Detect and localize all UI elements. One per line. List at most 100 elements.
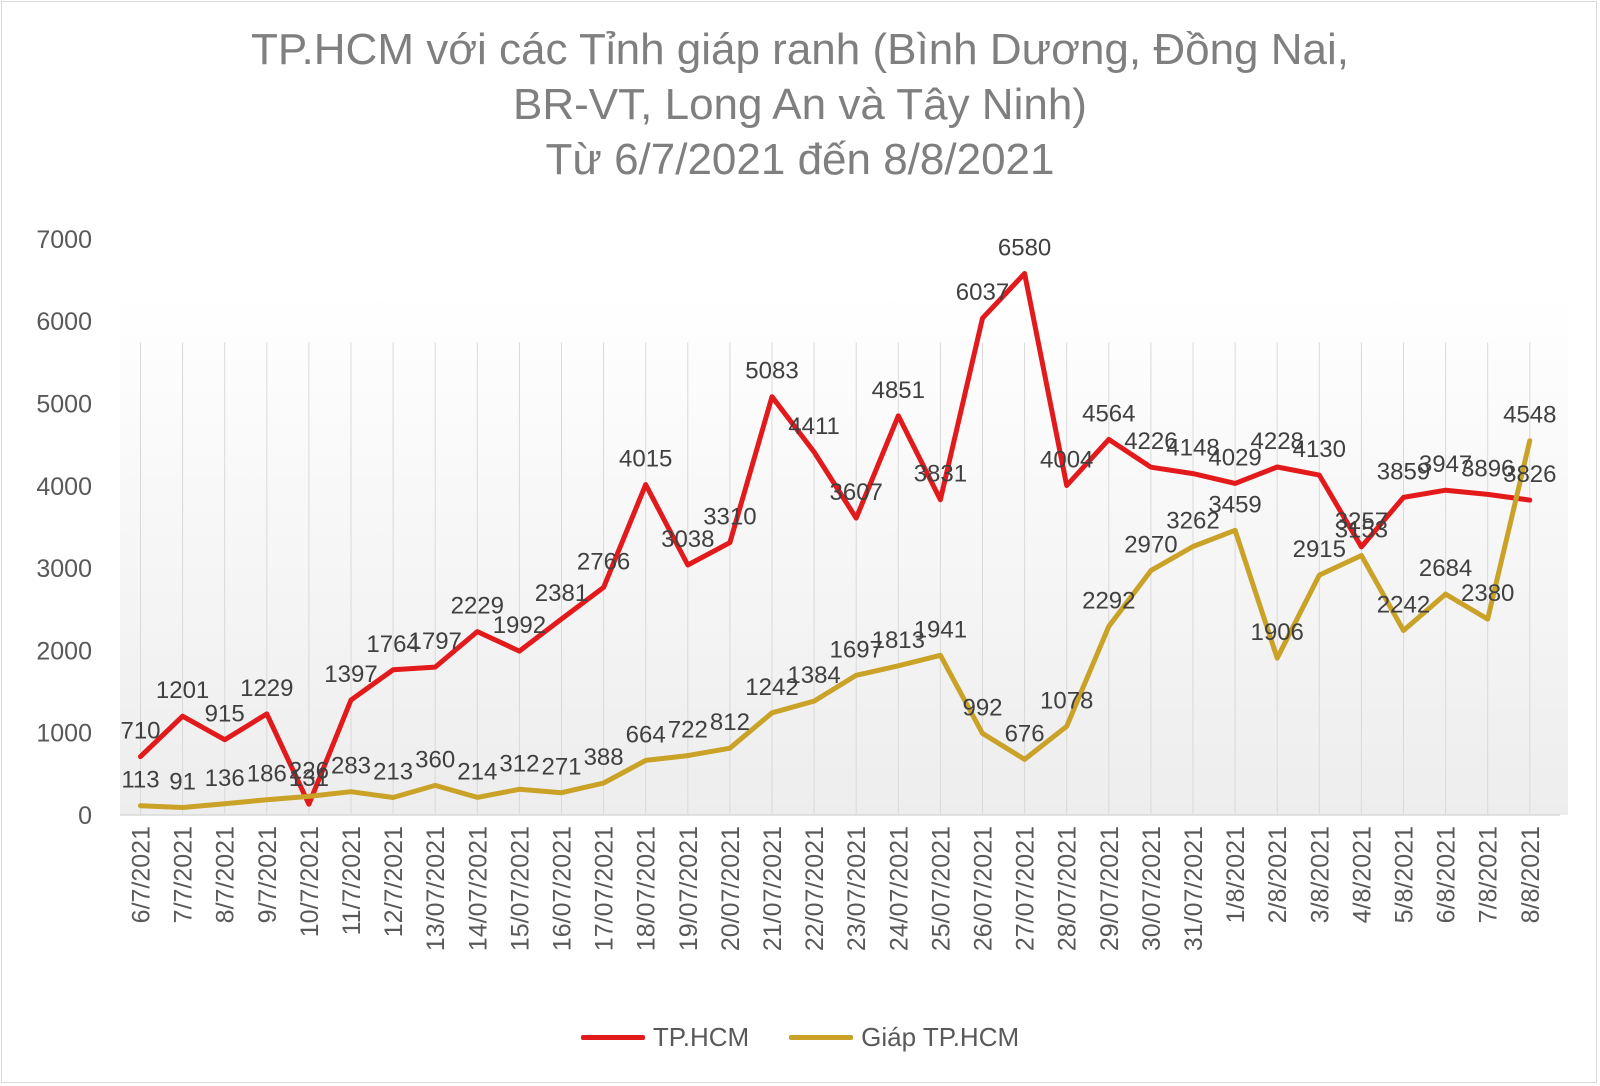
legend-label-tphcm: TP.HCM	[652, 1021, 750, 1052]
data-label: 6580	[998, 234, 1051, 261]
y-tick-label: 4000	[36, 473, 92, 501]
data-label: 3310	[703, 504, 756, 531]
data-label: 3257	[1335, 508, 1388, 535]
x-tick-label: 5/8/2021	[1391, 826, 1419, 923]
x-tick-label: 19/07/2021	[675, 826, 703, 951]
x-tick-label: 18/07/2021	[633, 826, 661, 951]
x-tick-label: 7/7/2021	[170, 826, 198, 923]
data-label: 312	[499, 750, 539, 777]
x-tick-label: 29/07/2021	[1096, 826, 1124, 951]
y-axis: 0 1000 2000 3000 4000 5000 6000 7000	[36, 226, 92, 830]
x-tick-label: 4/8/2021	[1348, 826, 1376, 923]
data-label: 1764	[366, 631, 419, 658]
data-label: 4564	[1082, 400, 1135, 427]
x-tick-label: 28/07/2021	[1054, 826, 1082, 951]
y-tick-label: 3000	[36, 555, 92, 583]
data-label: 271	[541, 754, 581, 781]
data-label: 1384	[787, 662, 840, 689]
data-label: 664	[626, 721, 666, 748]
data-label: 1797	[409, 628, 462, 655]
data-label: 2229	[451, 593, 504, 620]
legend-label-giap-tphcm: Giáp TP.HCM	[861, 1021, 1020, 1052]
data-label: 136	[205, 765, 245, 792]
data-label: 3038	[661, 526, 714, 553]
x-tick-label: 22/07/2021	[801, 826, 829, 951]
y-tick-label: 5000	[36, 391, 92, 419]
data-label: 113	[121, 767, 159, 794]
x-tick-label: 17/07/2021	[591, 826, 619, 951]
data-label: 812	[710, 709, 750, 736]
y-tick-label: 1000	[36, 720, 92, 748]
data-label: 1078	[1040, 687, 1093, 714]
data-label: 3947	[1419, 451, 1472, 478]
x-tick-label: 6/8/2021	[1433, 826, 1461, 923]
plot-area-background	[120, 290, 1568, 815]
data-label: 5083	[745, 358, 798, 385]
data-label: 3859	[1377, 458, 1430, 485]
data-label: 4411	[788, 413, 840, 440]
x-tick-label: 27/07/2021	[1012, 826, 1040, 951]
x-tick-label: 16/07/2021	[549, 826, 577, 951]
data-label: 710	[120, 718, 160, 745]
series-line-1	[138, 438, 1533, 810]
legend-swatch-tphcm	[580, 1034, 645, 1040]
data-label: 4004	[1040, 446, 1093, 473]
x-tick-label: 12/7/2021	[380, 826, 408, 937]
x-tick-label: 11/7/2021	[338, 826, 366, 935]
x-tick-label: 6/7/2021	[128, 826, 156, 923]
data-label: 1992	[493, 612, 546, 639]
legend-swatch-giap-tphcm	[789, 1034, 854, 1040]
data-label: 2242	[1377, 591, 1430, 618]
data-label: 3831	[914, 461, 967, 488]
chart-title: TP.HCM với các Tỉnh giáp ranh (Bình Dươn…	[0, 22, 1600, 187]
x-tick-label: 2/8/2021	[1264, 826, 1292, 923]
x-tick-label: 7/8/2021	[1475, 826, 1503, 923]
legend-item-giap-tphcm[interactable]: Giáp TP.HCM	[789, 1022, 1019, 1053]
data-label: 2292	[1082, 587, 1135, 614]
data-label: 283	[331, 753, 371, 780]
data-label: 1697	[830, 636, 883, 663]
data-label: 3826	[1503, 461, 1556, 488]
data-label: 3896	[1461, 455, 1514, 482]
x-tick-label: 9/7/2021	[254, 826, 282, 923]
data-label: 915	[205, 701, 245, 728]
x-tick-label: 3/8/2021	[1306, 826, 1334, 923]
data-label: 2970	[1124, 532, 1177, 559]
chart-title-line-3: Từ 6/7/2021 đến 8/8/2021	[545, 135, 1055, 184]
data-label: 992	[962, 694, 1002, 721]
x-tick-label: 24/07/2021	[885, 826, 913, 951]
series-lines	[138, 271, 1533, 810]
data-label: 4130	[1293, 436, 1346, 463]
x-tick-label: 21/07/2021	[759, 826, 787, 951]
x-axis: 6/7/2021 7/7/2021 8/7/2021 9/7/2021 10/7/202…	[128, 826, 1545, 951]
data-label: 3459	[1208, 491, 1261, 518]
y-tick-label: 2000	[36, 637, 92, 665]
data-label: 722	[668, 717, 708, 744]
data-label: 2684	[1419, 555, 1472, 582]
data-label: 4228	[1251, 428, 1304, 455]
legend-item-tphcm[interactable]: TP.HCM	[580, 1021, 750, 1053]
x-tick-label: 31/07/2021	[1180, 826, 1208, 951]
data-label: 1813	[872, 627, 925, 654]
legend: TP.HCM Giáp TP.HCM	[0, 1017, 1600, 1057]
x-tick-label: 1/8/2021	[1222, 826, 1250, 923]
data-label: 2766	[577, 548, 630, 575]
data-label: 1941	[914, 616, 967, 643]
data-label: 4226	[1124, 428, 1177, 455]
data-label: 4015	[619, 446, 672, 473]
x-tick-label: 14/07/2021	[464, 826, 492, 951]
data-label: 4029	[1208, 444, 1261, 471]
x-tick-label: 23/07/2021	[843, 826, 871, 951]
x-tick-label: 10/7/2021	[296, 826, 324, 937]
x-tick-label: 25/07/2021	[927, 826, 955, 951]
data-label: 388	[584, 744, 624, 771]
x-tick-label: 13/07/2021	[422, 826, 450, 951]
data-label: 1397	[324, 661, 377, 688]
data-label: 2915	[1293, 536, 1346, 563]
data-label: 1229	[240, 675, 293, 702]
data-label: 360	[415, 746, 455, 773]
data-label: 4148	[1166, 435, 1219, 462]
x-tick-label: 8/8/2021	[1517, 826, 1545, 923]
x-tick-label: 26/07/2021	[970, 826, 998, 951]
